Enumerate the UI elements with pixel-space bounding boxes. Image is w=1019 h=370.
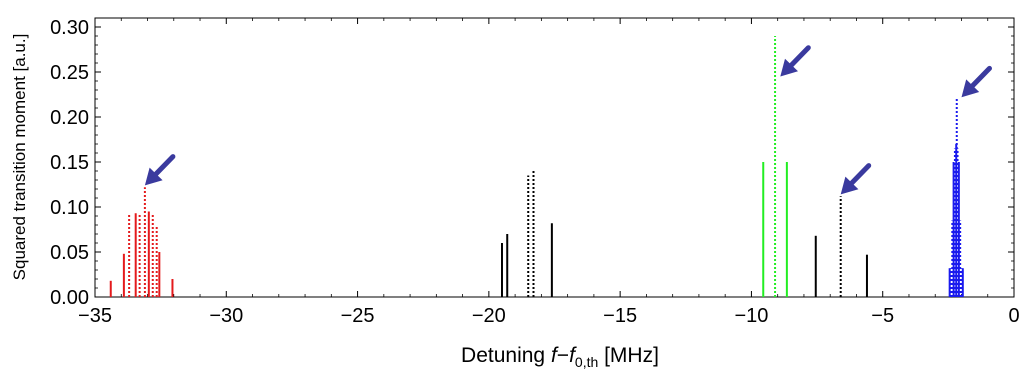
x-tick-label: −30	[209, 305, 243, 327]
x-axis-ticks: −35 −30 −25 −20 −15 −10 −5 0	[78, 18, 1019, 327]
x-axis-label: Detuning f−f0,th [MHz]	[461, 344, 659, 370]
axes-frame	[94, 17, 1015, 298]
y-tick-label: 0.20	[50, 107, 89, 129]
x-tick-label: −25	[341, 305, 375, 327]
x-tick-label: −35	[78, 305, 112, 327]
spectral-lines	[109, 36, 964, 297]
y-tick-label: 0.00	[50, 287, 89, 309]
annotation-arrow	[840, 163, 872, 195]
y-tick-label: 0.15	[50, 152, 89, 174]
x-tick-label: 0	[1008, 305, 1019, 327]
annotation-arrow	[144, 154, 176, 186]
x-tick-label: −20	[472, 305, 506, 327]
annotation-arrows	[144, 45, 992, 195]
y-axis-label: Squared transition moment [a.u.]	[10, 34, 29, 281]
y-tick-label: 0.30	[50, 17, 89, 39]
x-tick-label: −15	[603, 305, 637, 327]
plot-frame	[94, 17, 1015, 298]
x-tick-label: −5	[871, 305, 894, 327]
y-axis-ticks: 0.00 0.05 0.10 0.15 0.20 0.25 0.30	[50, 17, 1014, 309]
y-tick-label: 0.25	[50, 62, 89, 84]
y-tick-label: 0.05	[50, 242, 89, 264]
y-tick-label: 0.10	[50, 197, 89, 219]
x-tick-label: −10	[734, 305, 768, 327]
annotation-arrow	[780, 45, 811, 77]
annotation-arrow	[961, 65, 992, 98]
